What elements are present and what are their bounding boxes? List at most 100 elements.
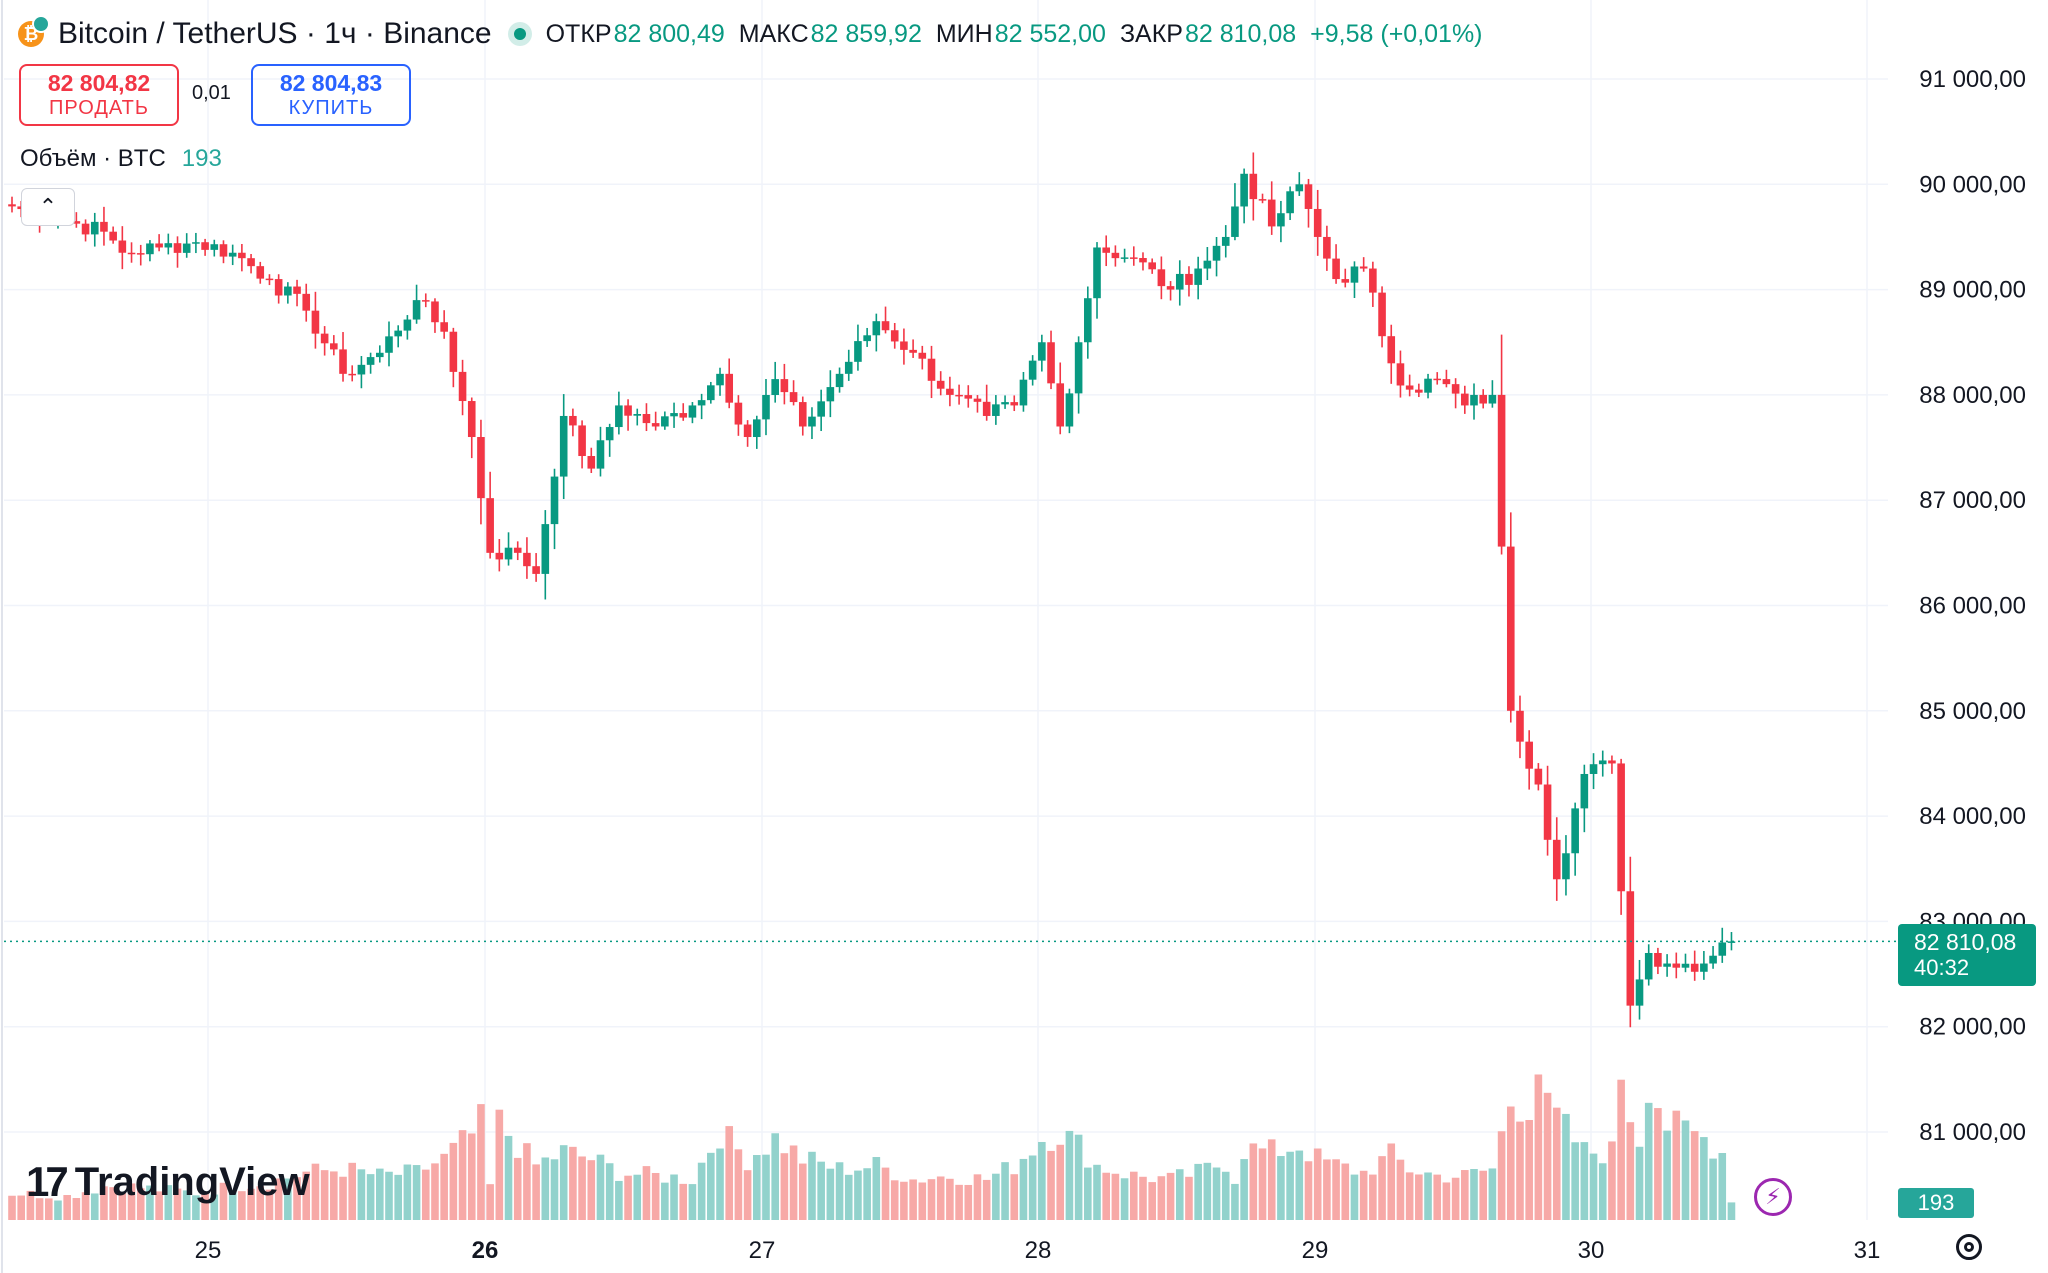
- volume-bar: [1461, 1170, 1469, 1220]
- volume-bar: [697, 1162, 706, 1220]
- volume-bar: [1433, 1174, 1442, 1220]
- volume-bar: [1681, 1120, 1690, 1220]
- volume-bar: [136, 1188, 145, 1220]
- volume-bar: [54, 1200, 62, 1220]
- volume-bar: [1654, 1108, 1662, 1220]
- candle-body: [155, 243, 163, 248]
- candle-body: [642, 414, 651, 424]
- volume-bar: [808, 1151, 816, 1220]
- volume-bar: [532, 1164, 540, 1220]
- candle-body: [403, 319, 412, 331]
- volume-bar: [1718, 1153, 1727, 1220]
- candle-body: [1571, 808, 1579, 854]
- candle-body: [1286, 191, 1294, 214]
- volume-bar: [1589, 1153, 1598, 1220]
- volume-bar: [1369, 1174, 1377, 1220]
- volume-bar: [817, 1161, 825, 1220]
- volume-value: 193: [181, 145, 222, 172]
- candle-body: [1341, 279, 1350, 283]
- volume-bar: [734, 1149, 743, 1220]
- volume-bar: [256, 1186, 265, 1220]
- candle-body: [1718, 942, 1727, 956]
- volume-bar: [624, 1175, 632, 1220]
- candle-body: [127, 252, 136, 255]
- candle-body: [284, 286, 292, 296]
- candle-body: [1065, 393, 1074, 427]
- tradingview-logo[interactable]: 17 TradingView: [26, 1158, 310, 1206]
- candle-body: [1543, 784, 1552, 840]
- volume-bar: [927, 1179, 936, 1220]
- y-axis-tick-label: 86 000,00: [1919, 593, 2026, 620]
- candle-body: [725, 373, 734, 403]
- candle-body: [523, 552, 531, 567]
- volume-bar: [146, 1185, 154, 1220]
- candle-body: [1470, 394, 1478, 406]
- volume-bar: [1562, 1113, 1570, 1220]
- candle-body: [1405, 385, 1414, 390]
- volume-price-tag: 193: [1898, 1188, 1974, 1218]
- candle-body: [1056, 383, 1065, 427]
- candle-body: [716, 373, 724, 386]
- volume-bar: [780, 1153, 789, 1220]
- volume-legend[interactable]: Объём · BTC 193: [20, 145, 222, 173]
- volume-bar: [1194, 1163, 1202, 1220]
- candle-body: [1129, 257, 1138, 259]
- volume-bar: [219, 1182, 228, 1220]
- x-axis-tick-label: 28: [1025, 1237, 1052, 1264]
- candle-body: [854, 341, 862, 362]
- volume-bar: [633, 1174, 642, 1220]
- candle-body: [173, 243, 182, 253]
- spread-value: 0,01: [192, 82, 231, 104]
- volume-bar: [1240, 1159, 1248, 1220]
- volume-bar: [1709, 1158, 1717, 1220]
- candle-body: [486, 498, 494, 553]
- x-axis-tick-label: 25: [195, 1237, 222, 1264]
- volume-bar: [394, 1174, 402, 1220]
- volume-bar: [1019, 1158, 1028, 1220]
- candle-body: [376, 352, 384, 358]
- volume-bar: [679, 1183, 688, 1220]
- candle-body: [771, 379, 779, 395]
- volume-bar: [1479, 1170, 1487, 1220]
- candle-body: [955, 394, 963, 397]
- last-price-value: 82 810,08: [1914, 929, 2017, 955]
- volume-bar: [1120, 1178, 1129, 1220]
- volume-bar: [155, 1191, 163, 1220]
- volume-bar: [1277, 1156, 1285, 1220]
- sell-price: 82 804,82: [47, 70, 151, 96]
- candle-body: [1672, 963, 1681, 968]
- lightning-icon[interactable]: ⚡: [1754, 1178, 1792, 1216]
- volume-bar: [789, 1145, 798, 1220]
- candle-body: [339, 349, 347, 374]
- candle-body: [1479, 394, 1487, 404]
- volume-bar: [1157, 1176, 1166, 1220]
- candle-body: [605, 427, 614, 441]
- volume-bar: [1700, 1137, 1708, 1220]
- candle-body: [578, 425, 586, 457]
- settings-gear-icon[interactable]: [1956, 1234, 1982, 1260]
- volume-bar: [63, 1195, 71, 1220]
- volume-bar: [605, 1163, 614, 1220]
- candle-body: [1552, 839, 1561, 880]
- volume-bar: [293, 1177, 301, 1220]
- volume-bar: [523, 1143, 531, 1220]
- collapse-legend-button[interactable]: ⌃: [21, 188, 75, 226]
- volume-bar: [661, 1182, 669, 1220]
- candle-body: [467, 401, 476, 438]
- candle-body: [1442, 379, 1451, 385]
- y-axis-tick-label: 89 000,00: [1919, 277, 2026, 304]
- candle-body: [100, 221, 108, 232]
- candle-body: [1313, 208, 1322, 237]
- volume-bar: [762, 1154, 770, 1220]
- volume-bar: [486, 1184, 494, 1220]
- volume-bar: [1690, 1131, 1699, 1220]
- candle-body: [90, 221, 99, 235]
- buy-button[interactable]: 82 804,83 КУПИТЬ: [251, 64, 411, 126]
- volume-bar: [1506, 1106, 1515, 1220]
- sell-button[interactable]: 82 804,82 ПРОДАТЬ: [19, 64, 179, 126]
- candle-body: [1497, 394, 1506, 547]
- volume-bar: [1341, 1163, 1350, 1220]
- volume-bar: [541, 1157, 550, 1220]
- symbol-title[interactable]: Bitcoin / TetherUS · 1ч · Binance: [58, 17, 492, 50]
